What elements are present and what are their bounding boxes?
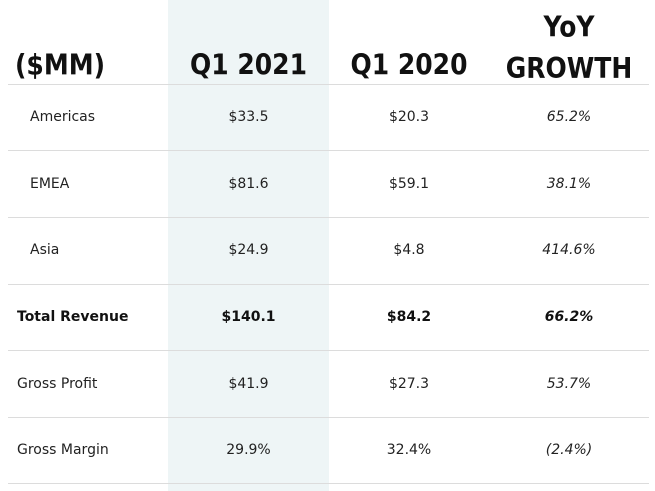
- row-label-gross-margin: Gross Margin: [17, 442, 109, 458]
- row-label-gross-profit: Gross Profit: [17, 376, 98, 392]
- cell-asia-yoy: 414.6%: [542, 242, 596, 258]
- q1-2020-column-header: Q1 2020: [350, 47, 468, 82]
- row-divider: [8, 483, 649, 484]
- cell-asia-q1-2020: $4.8: [393, 242, 425, 258]
- cell-asia-q1-2021: $24.9: [228, 242, 269, 258]
- cell-gross-margin-q1-2021: 29.9%: [226, 442, 271, 458]
- row-label-emea: EMEA: [30, 176, 70, 192]
- cell-gross-margin-q1-2020: 32.4%: [386, 442, 432, 458]
- row-label-asia: Asia: [30, 242, 60, 258]
- row-divider: [8, 150, 649, 151]
- cell-emea-q1-2021: $81.6: [228, 176, 269, 192]
- q1-2021-column-highlight: [168, 0, 329, 491]
- cell-gross-profit-q1-2021: $41.9: [228, 376, 269, 392]
- cell-total-revenue-q1-2021: $140.1: [221, 309, 276, 325]
- metric-column-header: ($MM): [15, 47, 106, 82]
- cell-gross-profit-q1-2020: $27.3: [388, 376, 430, 392]
- yoy-growth-column-header: YoY GROWTH: [489, 7, 649, 90]
- row-label-americas: Americas: [30, 109, 96, 125]
- cell-gross-margin-yoy: (2.4%): [545, 442, 593, 458]
- cell-gross-profit-yoy: 53.7%: [546, 376, 592, 392]
- cell-total-revenue-yoy: 66.2%: [544, 309, 594, 325]
- row-divider: [8, 217, 649, 218]
- row-divider: [8, 417, 649, 418]
- row-divider: [8, 84, 649, 85]
- row-divider: [8, 350, 649, 351]
- row-divider: [8, 284, 649, 285]
- cell-americas-yoy: 65.2%: [546, 109, 592, 125]
- cell-emea-q1-2020: $59.1: [388, 176, 430, 192]
- cell-emea-yoy: 38.1%: [546, 176, 592, 192]
- q1-2021-column-header: Q1 2021: [190, 47, 307, 82]
- cell-americas-q1-2020: $20.3: [388, 109, 430, 125]
- cell-americas-q1-2021: $33.5: [228, 109, 269, 125]
- row-label-total-revenue: Total Revenue: [17, 309, 129, 325]
- yoy-header-line-2: GROWTH: [505, 51, 633, 85]
- yoy-header-line-1: YoY: [543, 10, 595, 44]
- cell-total-revenue-q1-2020: $84.2: [386, 309, 432, 325]
